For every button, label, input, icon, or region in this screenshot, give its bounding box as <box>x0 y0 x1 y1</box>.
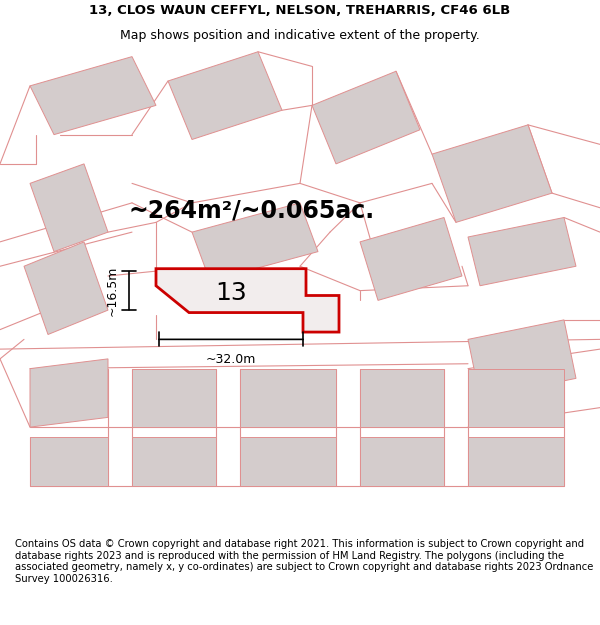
Polygon shape <box>240 437 336 486</box>
Polygon shape <box>468 437 564 486</box>
Polygon shape <box>132 437 216 486</box>
Text: ~264m²/~0.065ac.: ~264m²/~0.065ac. <box>129 198 375 222</box>
Text: 13, CLOS WAUN CEFFYL, NELSON, TREHARRIS, CF46 6LB: 13, CLOS WAUN CEFFYL, NELSON, TREHARRIS,… <box>89 4 511 17</box>
Polygon shape <box>360 217 462 301</box>
Polygon shape <box>156 269 339 332</box>
Polygon shape <box>468 320 576 398</box>
Polygon shape <box>312 71 420 164</box>
Text: Contains OS data © Crown copyright and database right 2021. This information is : Contains OS data © Crown copyright and d… <box>15 539 593 584</box>
Polygon shape <box>240 369 336 427</box>
Polygon shape <box>30 437 108 486</box>
Text: 13: 13 <box>215 281 247 305</box>
Polygon shape <box>30 57 156 134</box>
Polygon shape <box>360 369 444 427</box>
Polygon shape <box>24 242 108 334</box>
Polygon shape <box>432 125 552 222</box>
Text: Map shows position and indicative extent of the property.: Map shows position and indicative extent… <box>120 29 480 42</box>
Polygon shape <box>30 359 108 427</box>
Polygon shape <box>360 437 444 486</box>
Polygon shape <box>468 217 576 286</box>
Text: ~32.0m: ~32.0m <box>206 353 256 366</box>
Polygon shape <box>168 52 282 139</box>
Polygon shape <box>30 164 108 252</box>
Polygon shape <box>132 369 216 427</box>
Polygon shape <box>468 369 564 427</box>
Text: ~16.5m: ~16.5m <box>105 266 118 316</box>
Polygon shape <box>192 203 318 281</box>
